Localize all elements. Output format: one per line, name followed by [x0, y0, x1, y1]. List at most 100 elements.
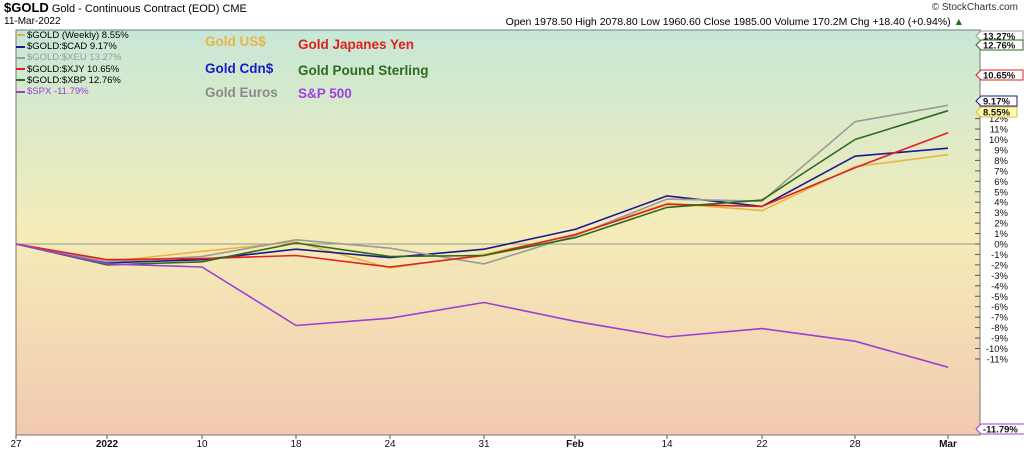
y-tick-label: 4% [994, 198, 1008, 209]
annotation-gold-jpy: Gold Japanes Yen [298, 37, 415, 52]
x-tick-label: 18 [290, 439, 302, 450]
end-label-box [975, 95, 1018, 107]
y-tick-label: -4% [991, 281, 1008, 292]
series-line [15, 109, 949, 266]
y-tick-label: -6% [991, 302, 1008, 313]
legend-item: $GOLD:$XBP 12.76% [16, 75, 129, 86]
y-tick-label: 6% [994, 177, 1008, 188]
annotation-gold-cad: Gold Cdn$ [205, 61, 274, 76]
y-tick-label: -8% [991, 323, 1008, 334]
x-tick-label: Feb [566, 439, 584, 450]
x-tick-label: 31 [478, 439, 490, 450]
y-tick-label: 1% [994, 229, 1008, 240]
y-tick-label: 9% [994, 145, 1008, 156]
open-value: 1978.50 [534, 16, 573, 28]
legend-label: $GOLD:$XJY 10.65% [27, 63, 120, 75]
legend-label: $SPX -11.79% [27, 86, 89, 98]
y-tick-label: 10% [989, 135, 1009, 146]
y-tick-label: 7% [994, 166, 1008, 177]
legend-swatch [16, 79, 25, 82]
chart-date: 11-Mar-2022 [4, 16, 61, 27]
legend-label: $GOLD:$CAD 9.17% [27, 41, 117, 53]
y-tick-label: -11% [987, 354, 1009, 365]
legend-swatch [16, 45, 25, 48]
x-tick-label: 28 [849, 439, 861, 450]
series-end-label: 9.17% [975, 95, 1018, 108]
series-line [15, 147, 949, 264]
end-label-text: 13.27% [983, 32, 1016, 43]
y-tick-label: -1% [991, 250, 1008, 261]
annotation-gold-us: Gold US$ [205, 34, 266, 49]
legend-item: $SPX -11.79% [16, 86, 129, 97]
end-label-box [975, 106, 1018, 118]
y-tick-label: 8% [994, 156, 1008, 167]
open-label: Open [505, 16, 532, 28]
symbol: $GOLD [4, 0, 49, 15]
low-value: 1960.60 [662, 16, 701, 28]
instrument-name: Gold - Continuous Contract (EOD) [51, 3, 220, 15]
end-label-text: 12.76% [983, 41, 1016, 52]
y-tick-label: -5% [991, 292, 1008, 303]
close-value: 1985.00 [733, 16, 772, 28]
legend-label: $GOLD:$XBP 12.76% [27, 74, 121, 86]
up-arrow-icon: ▲ [953, 16, 964, 28]
x-tick-label: 14 [661, 439, 673, 450]
close-label: Close [703, 16, 731, 28]
legend-item: $GOLD:$CAD 9.17% [16, 41, 129, 52]
y-tick-label: 5% [994, 187, 1008, 198]
x-tick-label: 22 [756, 439, 768, 450]
y-tick-label: -10% [986, 344, 1009, 355]
brand-logo: © StockCharts.com [931, 2, 1018, 13]
end-label-box [975, 423, 1024, 435]
x-tick-label: 2022 [96, 439, 119, 450]
legend: $GOLD (Weekly) 8.55% $GOLD:$CAD 9.17% $G… [16, 30, 129, 97]
y-tick-label: -7% [991, 313, 1008, 324]
legend-swatch [16, 34, 25, 37]
series-end-label: 12.76% [975, 39, 1024, 52]
chg-value: +18.40 (+0.94%) [872, 16, 951, 28]
series-end-label: 8.55% [975, 106, 1018, 119]
chart-header: $GOLD Gold - Continuous Contract (EOD) C… [4, 0, 247, 28]
y-tick-label: 11% [990, 125, 1009, 136]
series-end-label: -11.79% [975, 423, 1024, 436]
legend-item: $GOLD:$XEU 13.27% [16, 52, 129, 63]
chg-label: Chg [850, 16, 870, 28]
volume-value: 170.2M [812, 16, 848, 28]
y-tick-label: -9% [991, 334, 1008, 345]
y-tick-label: -3% [991, 271, 1008, 282]
high-label: High [575, 16, 597, 28]
y-tick-label: 2% [994, 219, 1008, 230]
legend-swatch [16, 68, 25, 71]
series-line [15, 243, 949, 368]
legend-label: $GOLD (Weekly) 8.55% [27, 30, 129, 41]
y-tick-label: 0% [994, 240, 1008, 251]
y-tick-label: -2% [991, 260, 1008, 271]
x-tick-label: 27 [10, 439, 22, 450]
annotation-gold-eur: Gold Euros [205, 85, 278, 100]
y-tick-label: 12% [989, 114, 1009, 125]
end-label-text: -11.79% [983, 425, 1018, 436]
exchange: CME [222, 3, 247, 15]
y-tick-label: 3% [994, 208, 1008, 219]
legend-item: $GOLD (Weekly) 8.55% [16, 30, 129, 41]
x-tick-label: Mar [939, 439, 957, 450]
x-tick-label: 10 [196, 439, 208, 450]
x-tick-label: 24 [384, 439, 396, 450]
legend-swatch [16, 90, 25, 93]
legend-label: $GOLD:$XEU 13.27% [27, 52, 122, 64]
end-label-text: 10.65% [983, 71, 1016, 82]
annotation-gold-gbp: Gold Pound Sterling [298, 63, 429, 78]
price-summary: Open 1978.50 High 2078.80 Low 1960.60 Cl… [506, 16, 964, 28]
end-label-box [975, 39, 1024, 51]
legend-item: $GOLD:$XJY 10.65% [16, 64, 129, 75]
low-label: Low [640, 16, 660, 28]
legend-swatch [16, 56, 25, 59]
annotation-spx: S&P 500 [298, 86, 352, 101]
end-label-text: 8.55% [983, 108, 1010, 119]
series-end-label: 10.65% [975, 69, 1024, 82]
volume-label: Volume [774, 16, 810, 28]
end-label-text: 9.17% [983, 97, 1010, 108]
end-label-box [975, 69, 1024, 81]
plot-background [15, 29, 981, 436]
